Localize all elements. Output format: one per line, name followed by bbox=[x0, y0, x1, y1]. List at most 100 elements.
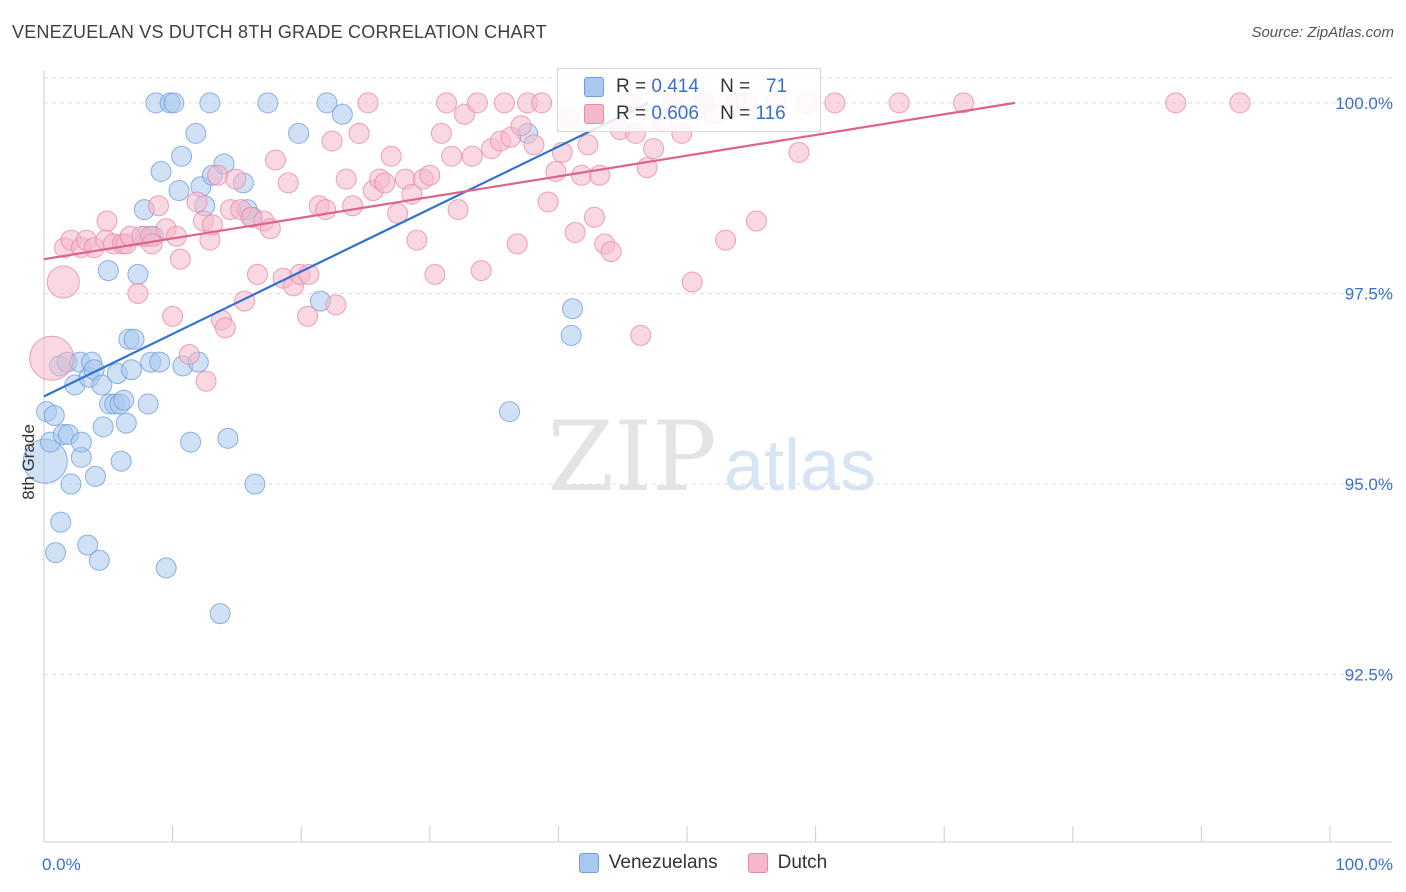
dutch-point[interactable] bbox=[1165, 92, 1187, 114]
venezuelans-point[interactable] bbox=[163, 92, 185, 114]
dutch-point[interactable] bbox=[466, 92, 488, 114]
venezuelans-point[interactable] bbox=[217, 427, 239, 449]
dutch-point[interactable] bbox=[430, 122, 452, 144]
venezuelans-point[interactable] bbox=[88, 549, 110, 571]
venezuelans-point[interactable] bbox=[97, 260, 119, 282]
dutch-point[interactable] bbox=[643, 138, 665, 160]
dutch-point[interactable] bbox=[207, 164, 229, 186]
venezuelans-point[interactable] bbox=[113, 389, 135, 411]
venezuelans-point[interactable] bbox=[115, 412, 137, 434]
venezuelans-point[interactable] bbox=[110, 450, 132, 472]
dutch-point[interactable] bbox=[531, 92, 553, 114]
dutch-point[interactable] bbox=[788, 141, 810, 163]
venezuelans-point[interactable] bbox=[50, 511, 72, 533]
venezuelans-point[interactable] bbox=[43, 404, 65, 426]
dutch-point[interactable] bbox=[419, 164, 441, 186]
venezuelans-point[interactable] bbox=[180, 431, 202, 453]
venezuelans-point[interactable] bbox=[257, 92, 279, 114]
dutch-point[interactable] bbox=[201, 214, 223, 236]
venezuelans-point[interactable] bbox=[77, 534, 99, 556]
dutch-point[interactable] bbox=[29, 335, 75, 381]
venezuelans-point[interactable] bbox=[92, 416, 114, 438]
dutch-point[interactable] bbox=[348, 122, 370, 144]
dutch-point[interactable] bbox=[342, 195, 364, 217]
dutch-point[interactable] bbox=[357, 92, 379, 114]
dutch-point[interactable] bbox=[321, 130, 343, 152]
dutch-point[interactable] bbox=[681, 271, 703, 293]
dutch-point[interactable] bbox=[600, 241, 622, 263]
venezuelans-point[interactable] bbox=[123, 328, 145, 350]
dutch-point[interactable] bbox=[447, 199, 469, 221]
dutch-point[interactable] bbox=[374, 172, 396, 194]
venezuelans-point[interactable] bbox=[499, 401, 521, 423]
venezuelans-point[interactable] bbox=[127, 263, 149, 285]
series-legend-venezuelans[interactable]: Venezuelans bbox=[578, 852, 718, 874]
venezuelans-point[interactable] bbox=[331, 103, 353, 125]
dutch-point[interactable] bbox=[441, 145, 463, 167]
dutch-point[interactable] bbox=[523, 134, 545, 156]
dutch-point[interactable] bbox=[380, 145, 402, 167]
dutch-point[interactable] bbox=[571, 164, 593, 186]
dutch-point[interactable] bbox=[715, 229, 737, 251]
dutch-point[interactable] bbox=[297, 305, 319, 327]
venezuelans-point[interactable] bbox=[560, 324, 582, 346]
dutch-point[interactable] bbox=[246, 263, 268, 285]
dutch-point[interactable] bbox=[178, 343, 200, 365]
venezuelans-point[interactable] bbox=[316, 92, 338, 114]
dutch-point[interactable] bbox=[335, 168, 357, 190]
dutch-point[interactable] bbox=[461, 145, 483, 167]
dutch-point[interactable] bbox=[277, 172, 299, 194]
venezuelans-point[interactable] bbox=[91, 374, 113, 396]
venezuelans-point[interactable] bbox=[155, 557, 177, 579]
dutch-point[interactable] bbox=[234, 290, 256, 312]
dutch-point[interactable] bbox=[264, 149, 286, 171]
venezuelans-point[interactable] bbox=[149, 351, 171, 373]
dutch-point[interactable] bbox=[1229, 92, 1251, 114]
dutch-point[interactable] bbox=[186, 191, 208, 213]
venezuelans-point[interactable] bbox=[137, 393, 159, 415]
dutch-point[interactable] bbox=[506, 233, 528, 255]
venezuelans-point[interactable] bbox=[171, 145, 193, 167]
series-legend-dutch[interactable]: Dutch bbox=[747, 852, 827, 874]
dutch-point[interactable] bbox=[162, 305, 184, 327]
venezuelans-point[interactable] bbox=[120, 359, 142, 381]
venezuelans-point[interactable] bbox=[562, 298, 584, 320]
dutch-point[interactable] bbox=[493, 92, 515, 114]
venezuelans-point[interactable] bbox=[70, 431, 92, 453]
dutch-point[interactable] bbox=[824, 92, 846, 114]
dutch-point[interactable] bbox=[214, 317, 236, 339]
dutch-point[interactable] bbox=[424, 263, 446, 285]
dutch-point[interactable] bbox=[225, 168, 247, 190]
dutch-point[interactable] bbox=[745, 210, 767, 232]
dutch-point[interactable] bbox=[96, 210, 118, 232]
venezuelans-point[interactable] bbox=[244, 473, 266, 495]
dutch-point[interactable] bbox=[127, 282, 149, 304]
dutch-point[interactable] bbox=[510, 115, 532, 137]
venezuelans-point[interactable] bbox=[168, 180, 190, 202]
dutch-point[interactable] bbox=[387, 202, 409, 224]
venezuelans-point[interactable] bbox=[288, 122, 310, 144]
dutch-point[interactable] bbox=[470, 260, 492, 282]
venezuelans-point[interactable] bbox=[185, 122, 207, 144]
venezuelans-point[interactable] bbox=[60, 473, 82, 495]
dutch-point[interactable] bbox=[564, 221, 586, 243]
dutch-point[interactable] bbox=[195, 370, 217, 392]
dutch-point[interactable] bbox=[169, 248, 191, 270]
dutch-point[interactable] bbox=[406, 229, 428, 251]
dutch-point[interactable] bbox=[315, 199, 337, 221]
dutch-point[interactable] bbox=[325, 294, 347, 316]
venezuelans-point[interactable] bbox=[209, 603, 231, 625]
dutch-point[interactable] bbox=[537, 191, 559, 213]
venezuelans-point[interactable] bbox=[45, 542, 67, 564]
venezuelans-point[interactable] bbox=[199, 92, 221, 114]
dutch-point[interactable] bbox=[577, 134, 599, 156]
dutch-point[interactable] bbox=[888, 92, 910, 114]
dutch-point[interactable] bbox=[583, 206, 605, 228]
venezuelans-point[interactable] bbox=[150, 160, 172, 182]
dutch-point[interactable] bbox=[952, 92, 974, 114]
venezuelans-point[interactable] bbox=[84, 465, 106, 487]
dutch-point[interactable] bbox=[147, 195, 169, 217]
dutch-point[interactable] bbox=[436, 92, 458, 114]
dutch-point[interactable] bbox=[630, 324, 652, 346]
dutch-point[interactable] bbox=[46, 265, 80, 299]
